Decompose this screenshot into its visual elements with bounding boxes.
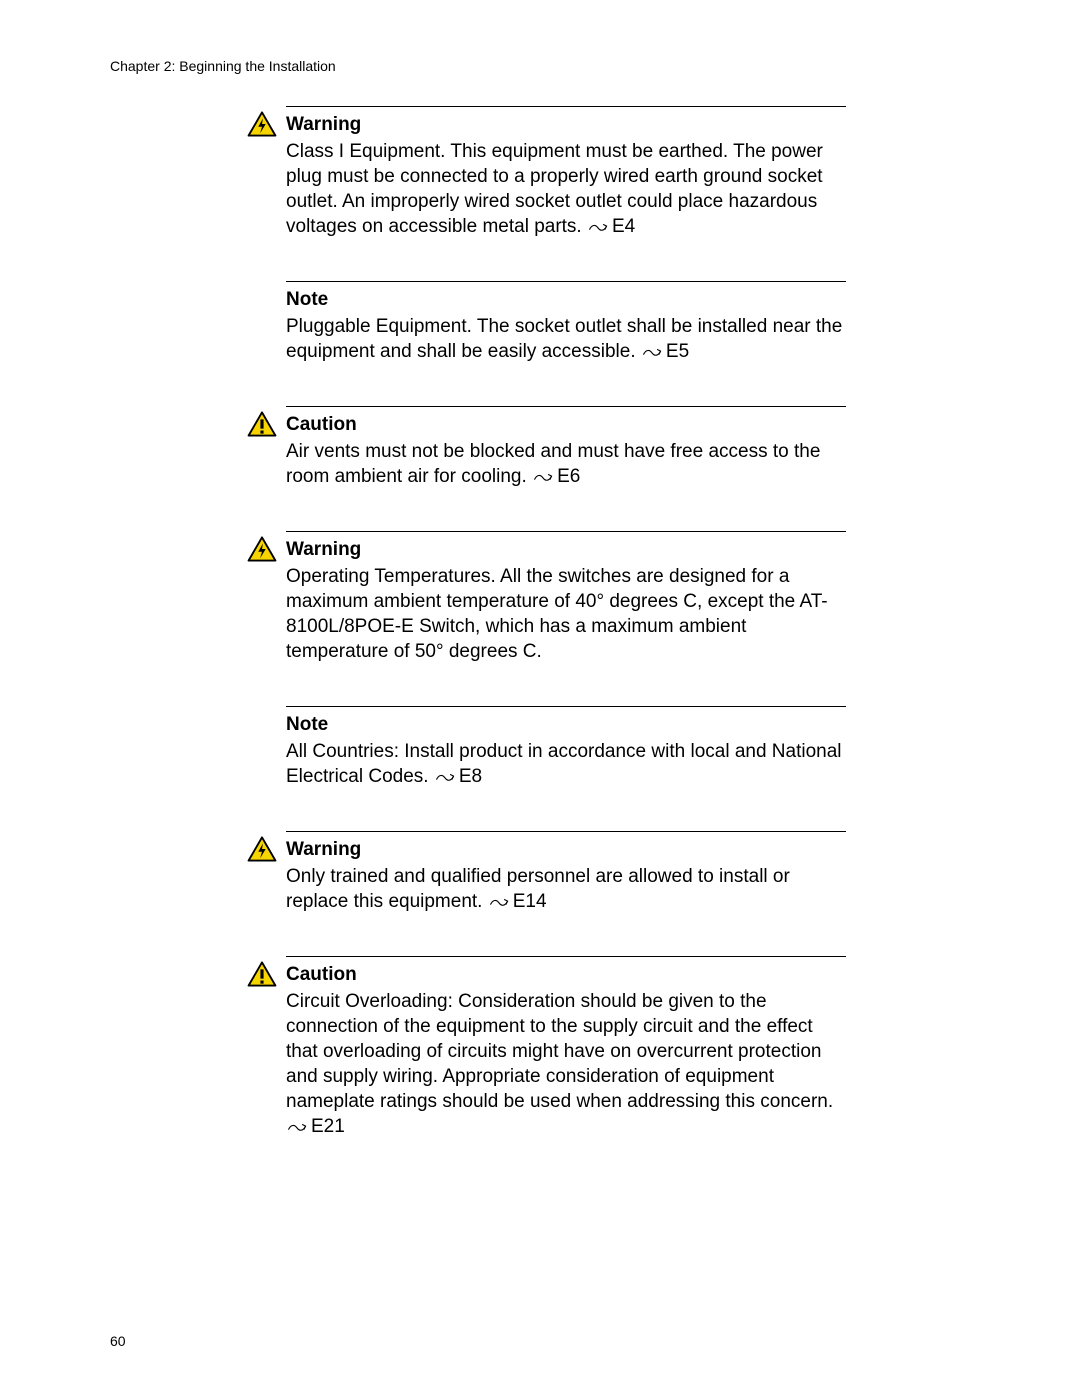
notice-title: Warning xyxy=(286,538,846,562)
notice-body-text: All Countries: Install product in accord… xyxy=(286,741,842,787)
reference-code: E14 xyxy=(510,891,547,912)
notice-title: Warning xyxy=(286,113,846,137)
warning-electrical-icon xyxy=(247,836,277,862)
reference-link-icon xyxy=(488,896,510,908)
notice-body: Circuit Overloading: Consideration shoul… xyxy=(286,989,846,1139)
reference-code: E4 xyxy=(609,216,635,237)
notice-block: Warning Operating Temperatures. All the s… xyxy=(286,531,846,664)
reference-link-icon xyxy=(587,221,609,233)
notice-block: CautionAir vents must not be blocked and… xyxy=(286,406,846,489)
content-column: Warning Class I Equipment. This equipment… xyxy=(286,106,846,1181)
notice-title: Note xyxy=(286,288,846,312)
notice-body: Class I Equipment. This equipment must b… xyxy=(286,139,846,239)
notice-block: Note All Countries: Install product in ac… xyxy=(286,706,846,789)
cross-reference: E21 xyxy=(286,1116,345,1137)
reference-code: E8 xyxy=(456,766,482,787)
notice-title: Warning xyxy=(286,838,846,862)
reference-code: E6 xyxy=(554,466,580,487)
notice-body: Only trained and qualified personnel are… xyxy=(286,864,846,914)
notice-body: Operating Temperatures. All the switches… xyxy=(286,564,846,664)
page: Chapter 2: Beginning the Installation Wa… xyxy=(0,0,1080,1397)
reference-code: E5 xyxy=(663,341,689,362)
page-number: 60 xyxy=(110,1333,126,1349)
warning-electrical-icon xyxy=(247,536,277,562)
cross-reference: E4 xyxy=(587,216,635,237)
reference-link-icon xyxy=(286,1121,308,1133)
reference-link-icon xyxy=(532,471,554,483)
reference-link-icon xyxy=(434,771,456,783)
notice-body: Air vents must not be blocked and must h… xyxy=(286,439,846,489)
notice-block: Caution Circuit Overloading: Consideratio… xyxy=(286,956,846,1139)
notice-title: Note xyxy=(286,713,846,737)
caution-icon xyxy=(247,411,277,437)
notice-body-text: Pluggable Equipment. The socket outlet s… xyxy=(286,316,842,362)
cross-reference: E8 xyxy=(434,766,482,787)
running-header: Chapter 2: Beginning the Installation xyxy=(110,58,336,74)
notice-body-text: Operating Temperatures. All the switches… xyxy=(286,566,828,662)
warning-electrical-icon xyxy=(247,111,277,137)
reference-link-icon xyxy=(641,346,663,358)
notice-body: Pluggable Equipment. The socket outlet s… xyxy=(286,314,846,364)
notice-title: Caution xyxy=(286,413,846,437)
notice-body: All Countries: Install product in accord… xyxy=(286,739,846,789)
notice-block: Note Pluggable Equipment. The socket outl… xyxy=(286,281,846,364)
cross-reference: E14 xyxy=(488,891,547,912)
cross-reference: E6 xyxy=(532,466,580,487)
notice-title: Caution xyxy=(286,963,846,987)
notice-body-text: Class I Equipment. This equipment must b… xyxy=(286,141,823,237)
caution-icon xyxy=(247,961,277,987)
cross-reference: E5 xyxy=(641,341,689,362)
notice-block: WarningOnly trained and qualified person… xyxy=(286,831,846,914)
reference-code: E21 xyxy=(308,1116,345,1137)
notice-body-text: Circuit Overloading: Consideration shoul… xyxy=(286,991,833,1112)
notice-block: Warning Class I Equipment. This equipment… xyxy=(286,106,846,239)
